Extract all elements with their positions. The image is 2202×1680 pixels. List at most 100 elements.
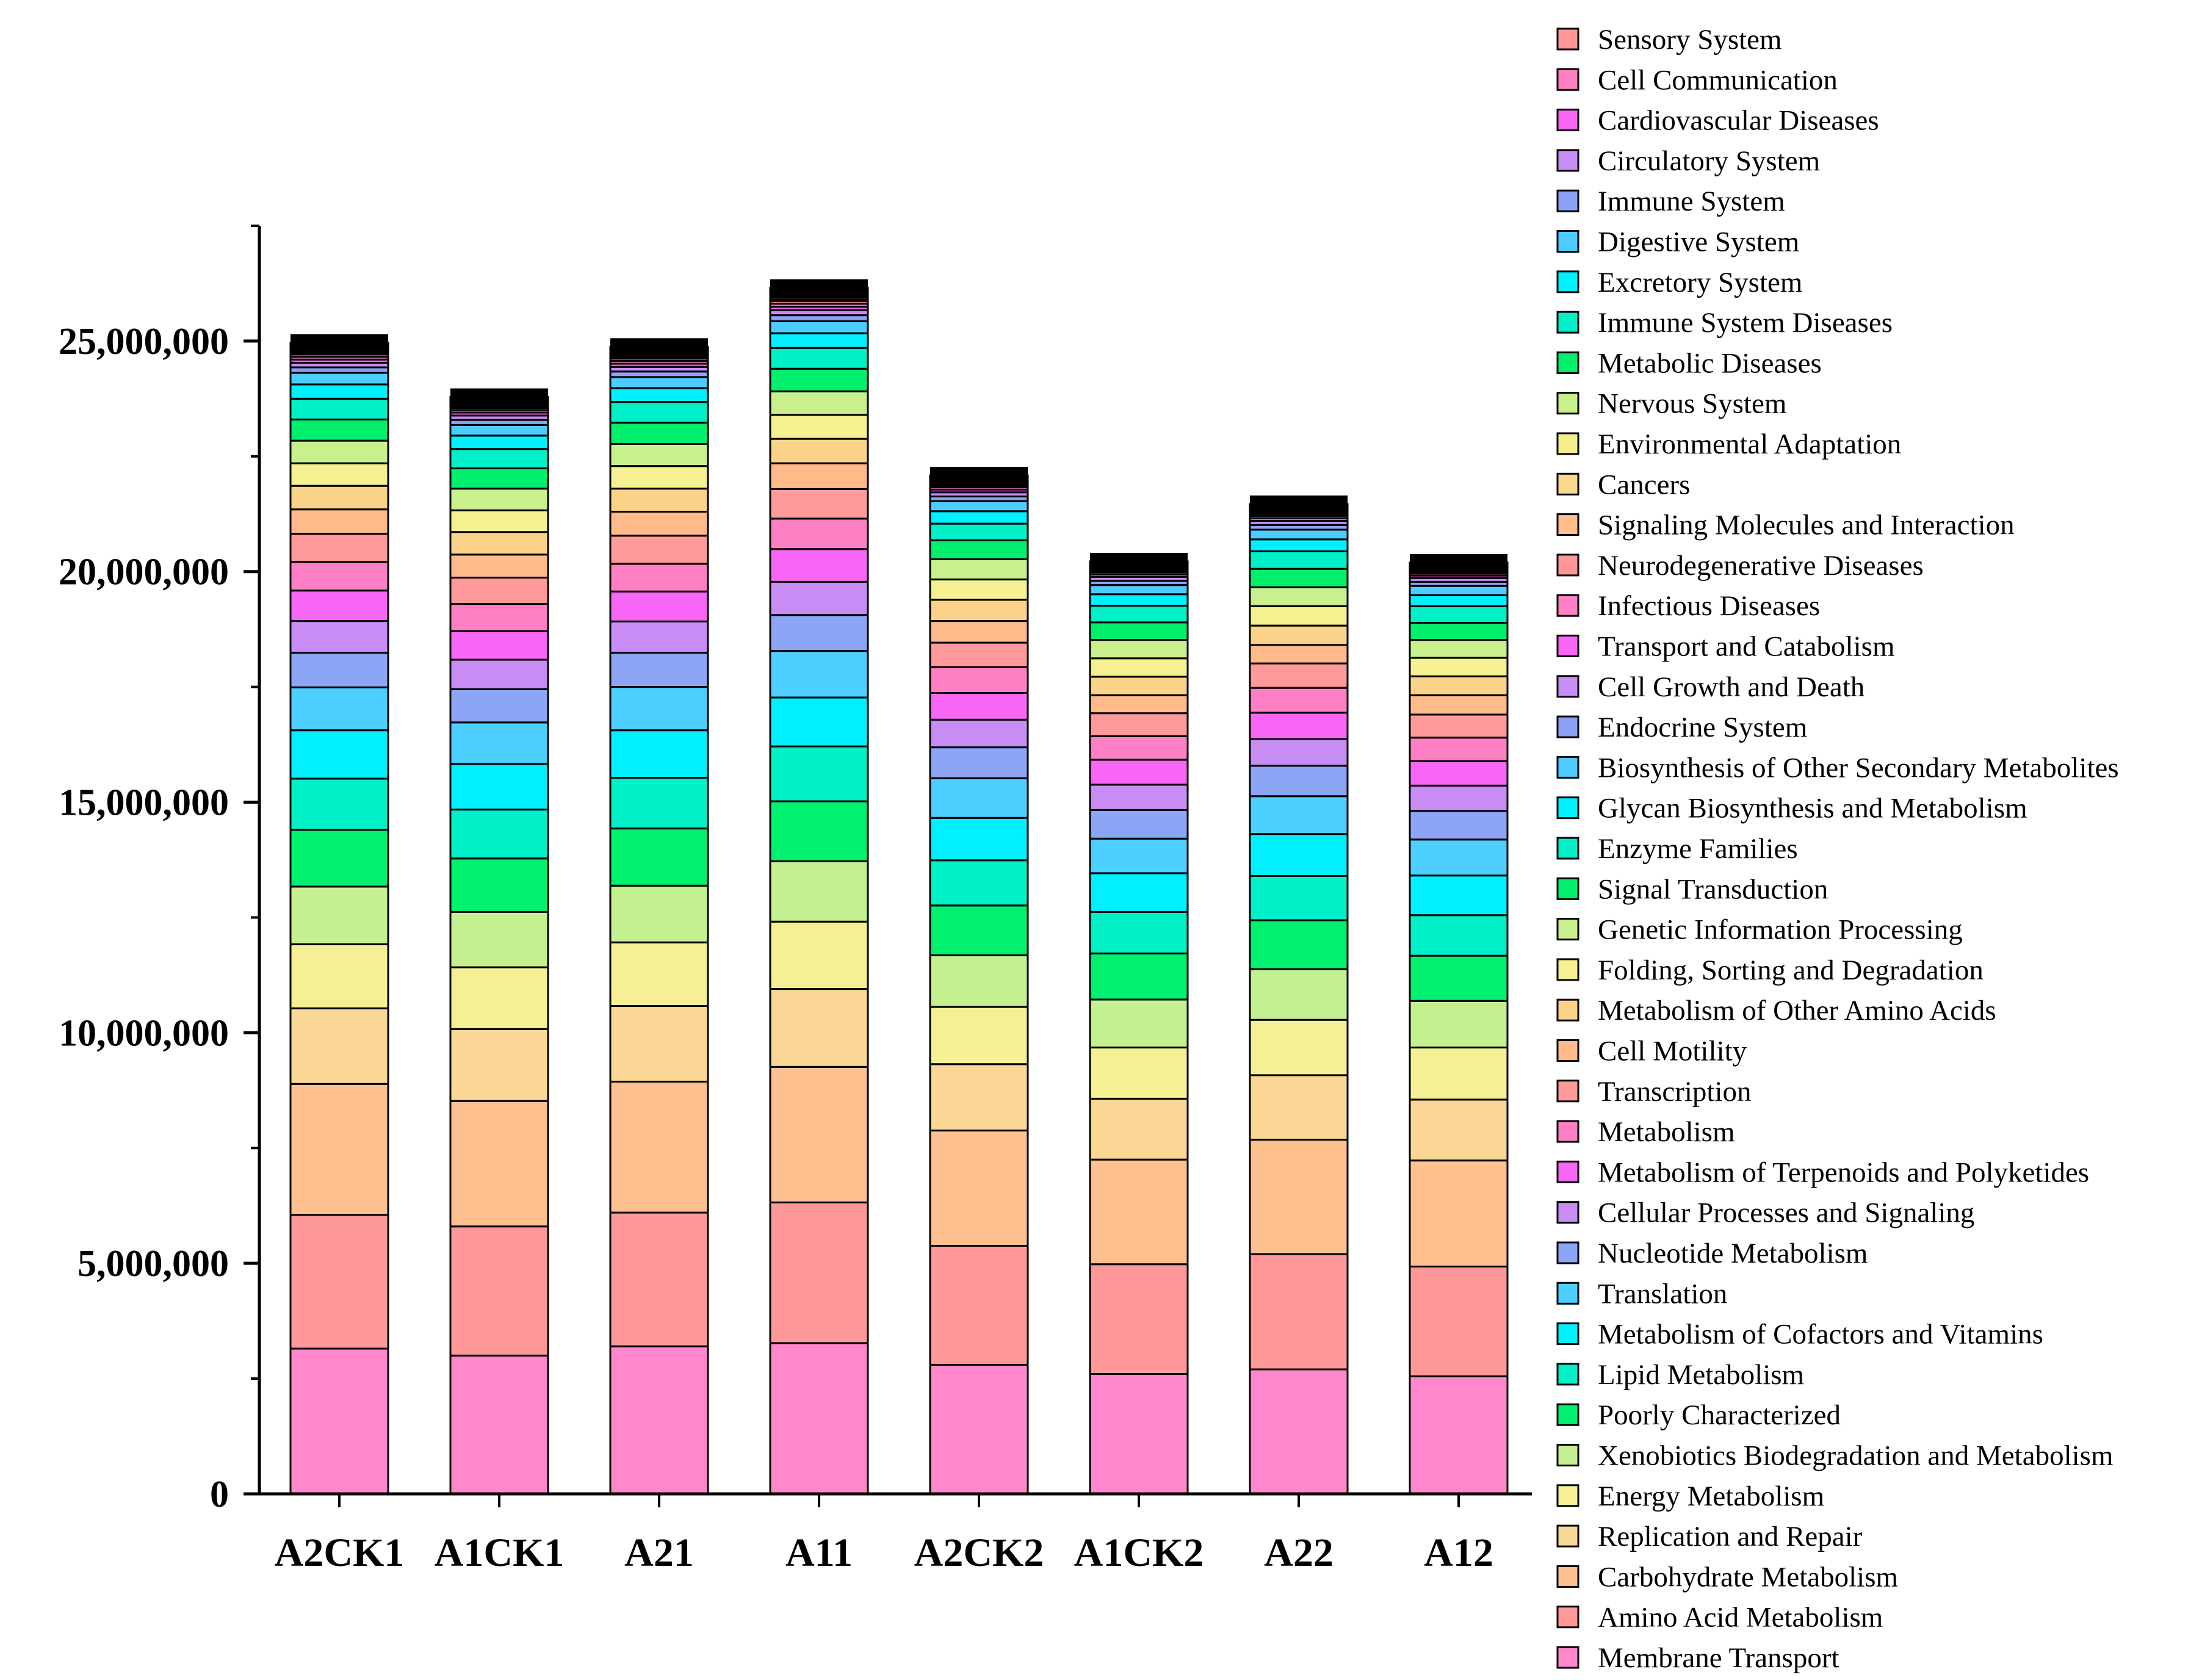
- legend-item: Digestive System: [1556, 226, 1799, 258]
- legend-label: Infectious Diseases: [1598, 590, 1820, 622]
- y-ticks: 0 5,000,000 10,000,000 15,000,000 20,000,000…: [59, 225, 259, 1515]
- bar-segment: [1249, 968, 1349, 1021]
- bar-segment: [1249, 624, 1349, 646]
- bar-segment: [929, 1130, 1029, 1247]
- bar-stack-a21: [609, 338, 709, 1495]
- bar-segment: [289, 561, 389, 592]
- legend-label: Energy Metabolism: [1598, 1480, 1824, 1512]
- bar-segment: [1409, 675, 1509, 696]
- bar-segment: [449, 1028, 549, 1102]
- legend-swatch: [1556, 1403, 1579, 1426]
- legend-item: Folding, Sorting and Degradation: [1556, 954, 1984, 986]
- bar-segment: [1249, 712, 1349, 740]
- bar-segment: [1249, 795, 1349, 835]
- bar-segment: [1409, 585, 1509, 596]
- bar-segment: [449, 763, 549, 811]
- bar-segment: [609, 827, 709, 887]
- bar-segment: [1089, 872, 1189, 913]
- legend-item: Biosynthesis of Other Secondary Metaboli…: [1556, 752, 2119, 784]
- y-tick-label: 20,000,000: [59, 552, 229, 593]
- bar-top-cap: [1090, 553, 1188, 562]
- x-tick-label: A12: [1424, 1530, 1493, 1575]
- bar-segment: [609, 590, 709, 622]
- bar-segment: [609, 387, 709, 403]
- legend-item: Immune System: [1556, 186, 1785, 217]
- legend-item: Enzyme Families: [1556, 833, 1798, 865]
- bar-segment: [609, 535, 709, 565]
- bar-segment: [1249, 1018, 1349, 1076]
- legend-swatch: [1556, 1524, 1579, 1548]
- legend-label: Immune System: [1598, 186, 1785, 217]
- bar-segment: [929, 500, 1029, 513]
- legend-item: Environmental Adaptation: [1556, 428, 1901, 460]
- legend-label: Lipid Metabolism: [1598, 1359, 1804, 1391]
- bar-stack-a2ck2: [929, 467, 1029, 1495]
- legend-swatch: [1556, 1201, 1579, 1224]
- bar-segment: [609, 686, 709, 732]
- legend: Sensory System Cell Communication Cardiova…: [1556, 24, 2119, 1674]
- legend-swatch: [1556, 1444, 1579, 1466]
- legend-swatch: [1556, 877, 1579, 900]
- legend-swatch: [1556, 918, 1579, 941]
- bar-segment: [1249, 1368, 1349, 1495]
- legend-label: Genetic Information Processing: [1598, 914, 1963, 946]
- bar-segment: [1089, 910, 1189, 954]
- bar-segment: [1409, 1375, 1509, 1495]
- bar-segment: [449, 531, 549, 556]
- bar-segment: [929, 579, 1029, 601]
- bar-segment: [1249, 605, 1349, 627]
- legend-swatch: [1556, 1120, 1579, 1143]
- bar-segment: [449, 448, 549, 469]
- bar-segment: [609, 729, 709, 779]
- legend-item: Infectious Diseases: [1556, 590, 1820, 622]
- bar-segment: [1249, 738, 1349, 767]
- legend-label: Metabolism: [1598, 1116, 1735, 1148]
- legend-item: Endocrine System: [1556, 712, 1807, 743]
- bar-segment: [1089, 952, 1189, 1001]
- bar-segment: [1089, 657, 1189, 678]
- bar-segment: [1409, 737, 1509, 762]
- bar-segment: [289, 829, 389, 888]
- bar-segment: [929, 1244, 1029, 1366]
- bar-segment: [449, 1100, 549, 1228]
- legend-swatch: [1556, 1484, 1579, 1507]
- bar-segment: [1249, 1074, 1349, 1141]
- bar-segment: [1409, 954, 1509, 1002]
- bar-top-cap: [1410, 553, 1507, 563]
- legend-item: Signaling Molecules and Interaction: [1556, 510, 2015, 541]
- bar-segment: [289, 397, 389, 420]
- y-tick-label: 0: [210, 1474, 229, 1515]
- x-tick-labels: A2CK1 A1CK1 A21 A11 A2CK2 A1CK2 A22 A12: [275, 1494, 1493, 1575]
- bar-segment: [289, 383, 389, 400]
- bar-stack-a11: [769, 279, 869, 1495]
- legend-item: Metabolism of Other Amino Acids: [1556, 995, 1996, 1026]
- legend-item: Lipid Metabolism: [1556, 1359, 1804, 1391]
- x-tick-label: A2CK2: [914, 1530, 1044, 1575]
- legend-label: Replication and Repair: [1598, 1521, 1863, 1552]
- bar-segment: [1249, 644, 1349, 665]
- x-tick-label: A21: [624, 1530, 694, 1575]
- bar-segment: [289, 589, 389, 622]
- legend-item: Transport and Catabolism: [1556, 631, 1895, 663]
- legend-label: Cell Growth and Death: [1598, 671, 1864, 703]
- bar-segment: [929, 539, 1029, 560]
- legend-label: Neurodegenerative Diseases: [1598, 550, 1924, 582]
- legend-label: Environmental Adaptation: [1598, 428, 1901, 460]
- bar-segment: [289, 439, 389, 464]
- legend-label: Metabolism of Terpenoids and Polyketides: [1598, 1156, 2089, 1188]
- bar-segment: [769, 414, 869, 440]
- bar-segment: [1089, 1158, 1189, 1266]
- legend-label: Enzyme Families: [1598, 833, 1798, 865]
- bar-segment: [1249, 528, 1349, 541]
- bar-segment: [289, 533, 389, 563]
- bar-segment: [769, 1065, 869, 1203]
- bar-segment: [1249, 833, 1349, 877]
- bar-segment: [929, 558, 1029, 581]
- bar-segment: [929, 817, 1029, 862]
- legend-label: Metabolism of Cofactors and Vitamins: [1598, 1319, 2043, 1350]
- bar-segment: [929, 510, 1029, 525]
- bar-stack-a22: [1249, 495, 1349, 1495]
- bar-segment: [609, 401, 709, 424]
- bar-segment: [1249, 919, 1349, 970]
